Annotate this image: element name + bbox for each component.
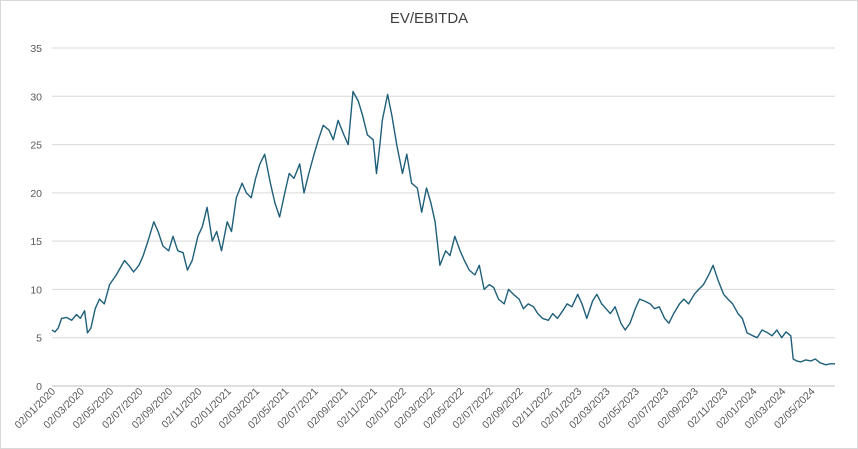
y-tick-label: 20 [30,188,42,200]
y-tick-label: 30 [30,91,42,103]
y-tick-label: 10 [30,284,42,296]
y-tick-label: 5 [36,333,42,345]
y-tick-label: 15 [30,236,42,248]
y-tick-label: 0 [36,381,42,393]
series-line-ev-ebitda [51,90,835,366]
chart-title: EV/EBITDA [389,10,469,27]
y-tick-label: 25 [30,140,42,152]
y-tick-label: 35 [30,43,42,55]
